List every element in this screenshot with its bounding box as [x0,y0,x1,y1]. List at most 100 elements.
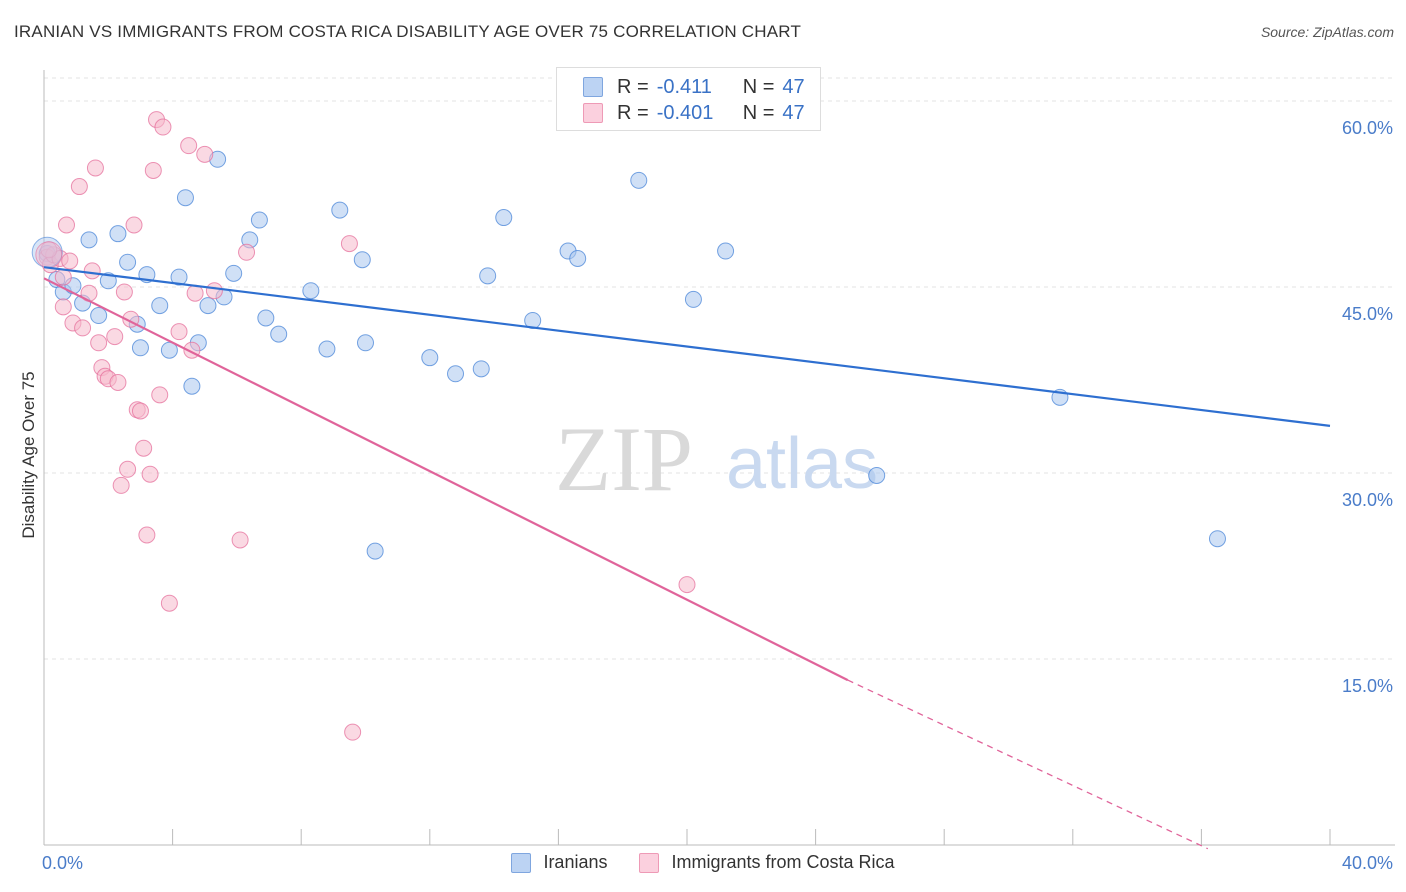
point-costa-rica [238,243,256,261]
point-iranians [684,290,702,308]
watermark: ZIP atlas [555,408,878,510]
x-tick-label: 40.0% [1342,853,1393,873]
point-iranians [318,340,336,358]
axes [43,70,1395,846]
point-costa-rica [141,465,159,483]
point-costa-rica [90,334,108,352]
point-costa-rica [344,723,362,741]
point-iranians [131,339,149,357]
chart-title: IRANIAN VS IMMIGRANTS FROM COSTA RICA DI… [14,22,802,41]
point-costa-rica [196,145,214,163]
x-tick-label: 0.0% [42,853,83,873]
legend-r-value: -0.401 [656,101,714,124]
point-costa-rica [74,319,92,337]
legend-row-iranians: R = -0.411 N = 47 [583,75,805,99]
point-costa-rica [231,531,249,549]
legend-r-value: -0.411 [656,75,712,98]
point-iranians [868,466,886,484]
point-iranians [250,211,268,229]
point-costa-rica [180,137,198,155]
point-costa-rica [109,373,127,391]
point-iranians [109,225,127,243]
series-legend-costa-rica[interactable]: Immigrants from Costa Rica [639,852,895,873]
series-swatch-costa-rica [639,852,660,873]
point-cluster-costa-rica [35,241,63,269]
y-axis-label: Disability Age Over 75 [19,371,38,538]
trend-lines [43,266,1331,850]
legend-n-value: 47 [782,75,805,98]
point-iranians [170,268,188,286]
point-iranians [257,309,275,327]
point-costa-rica [70,178,88,196]
point-costa-rica [58,216,76,234]
point-iranians [1208,530,1226,548]
legend-n-value: 47 [782,101,805,124]
point-iranians [270,325,288,343]
data-points [31,111,1226,741]
point-iranians [183,377,201,395]
legend-r-label: R = [617,101,649,124]
point-costa-rica [112,476,130,494]
grid-lines [44,77,1395,660]
point-costa-rica [205,282,223,300]
point-costa-rica [119,460,137,478]
point-iranians [199,297,217,315]
point-iranians [353,251,371,269]
point-costa-rica [170,323,188,341]
point-iranians [225,264,243,282]
correlation-legend: R = -0.411 N = 47 R = -0.401 N = 47 [556,67,821,131]
point-costa-rica [151,386,169,404]
point-iranians [302,282,320,300]
y-tick-label: 15.0% [1342,676,1393,696]
series-legend-iranians[interactable]: Iranians [511,852,607,873]
point-costa-rica [340,235,358,253]
trend-line-costa-rica [43,277,849,682]
y-tick-labels: 15.0% 30.0% 45.0% 60.0% [1342,118,1393,696]
legend-row-costa-rica: R = -0.401 N = 47 [583,101,805,125]
y-tick-label: 60.0% [1342,118,1393,138]
trend-line-costa-rica-extrapolated [847,679,1209,850]
legend-n-label: N = [742,75,775,98]
point-iranians [366,542,384,560]
point-iranians [331,201,349,219]
point-iranians [99,272,117,290]
point-costa-rica [86,159,104,177]
point-iranians [80,231,98,249]
point-iranians [119,253,137,271]
y-tick-label: 30.0% [1342,490,1393,510]
legend-swatch-iranians [583,77,603,97]
point-iranians [479,267,497,285]
point-iranians [630,171,648,189]
point-iranians [176,189,194,207]
series-swatch-iranians [511,852,532,873]
trend-line-iranians [43,266,1331,427]
legend-swatch-costa-rica [583,103,603,123]
point-costa-rica [54,268,72,286]
point-costa-rica [138,526,156,544]
point-iranians [495,209,513,227]
watermark-atlas: atlas [726,424,878,504]
series-label-iranians: Iranians [543,852,608,872]
point-iranians [421,349,439,367]
point-iranians [447,365,465,383]
legend-n-label: N = [742,101,775,124]
series-legend: Iranians Immigrants from Costa Rica [0,852,1406,873]
source-label: Source: ZipAtlas.com [1260,24,1394,40]
series-label-costa-rica: Immigrants from Costa Rica [671,852,895,872]
legend-r-label: R = [617,75,649,98]
point-costa-rica [61,252,79,270]
point-costa-rica [160,594,178,612]
point-iranians [90,307,108,325]
point-costa-rica [154,118,172,136]
point-iranians [151,297,169,315]
point-costa-rica [54,298,72,316]
x-tick-labels: 0.0% 40.0% [42,853,1393,873]
point-iranians [569,249,587,267]
point-costa-rica [83,262,101,280]
point-costa-rica [115,283,133,301]
point-iranians [357,334,374,352]
y-tick-label: 45.0% [1342,304,1393,324]
point-iranians [472,360,490,378]
point-costa-rica [125,216,143,234]
